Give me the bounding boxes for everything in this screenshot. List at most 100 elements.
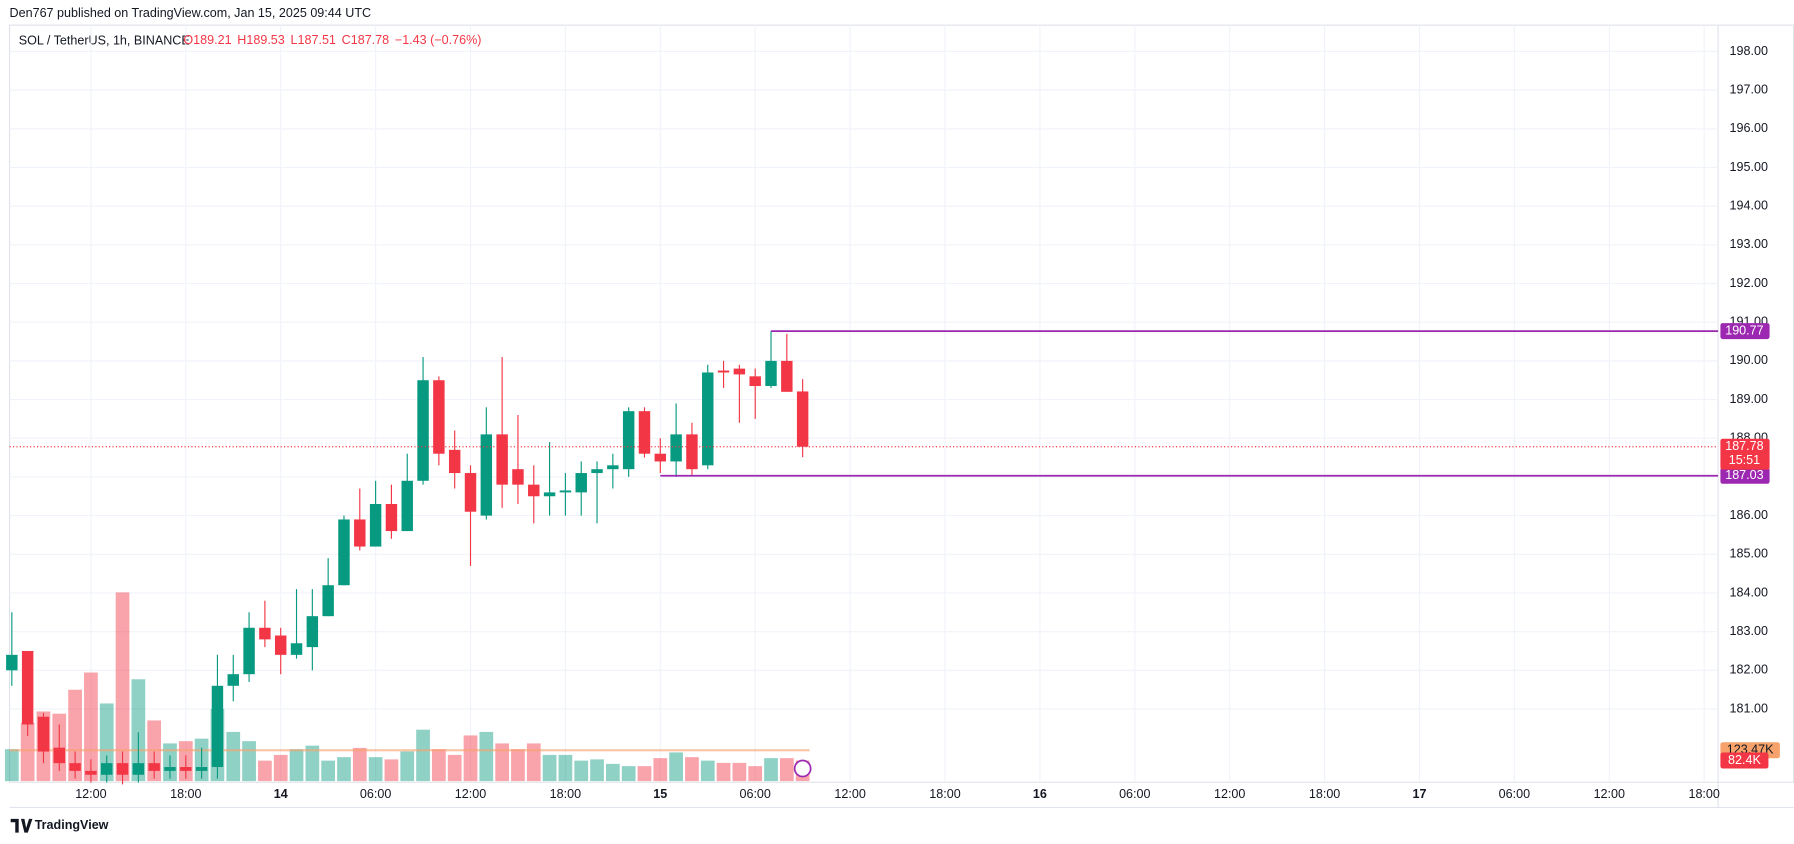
y-tick-label: 184.00 <box>1730 585 1768 599</box>
countdown: 15:51 <box>1729 453 1760 467</box>
y-tick-label: 193.00 <box>1730 237 1768 251</box>
ohlc-value: H189.53 <box>237 33 285 47</box>
x-tick-label: 12:00 <box>834 787 865 801</box>
volume-bar <box>289 749 304 782</box>
candle-body <box>69 763 81 771</box>
symbol-title: SOL / TetherUS, 1h, BINANCE <box>19 33 190 47</box>
candle-body <box>211 685 224 768</box>
volume-bar <box>305 745 320 782</box>
last-price-box <box>1720 438 1770 470</box>
volume-bar <box>558 754 573 782</box>
candle-body <box>480 434 493 516</box>
volume-bar <box>511 749 525 782</box>
candle-body <box>338 519 350 586</box>
candle-body <box>702 372 714 466</box>
volume-bar <box>84 672 98 782</box>
level-label-box <box>1720 323 1770 340</box>
candle-body <box>559 490 572 493</box>
candle-body <box>417 380 429 481</box>
candle-body <box>496 434 508 485</box>
volume-bar <box>273 754 288 782</box>
candle-body <box>274 635 287 655</box>
footer-text: TradingView <box>35 818 109 832</box>
ohlc-value: L187.51 <box>291 33 336 47</box>
candle-body <box>132 763 145 775</box>
candle-body <box>765 360 777 387</box>
y-tick-label: 189.00 <box>1730 392 1768 406</box>
candle-body <box>622 411 635 470</box>
candle-body <box>369 503 382 547</box>
candle-body <box>385 503 398 532</box>
volume-bar <box>416 729 430 782</box>
volume-bar <box>669 752 683 782</box>
x-tick-label: 12:00 <box>1214 787 1245 801</box>
volume-bar <box>495 743 510 782</box>
candle-body <box>607 465 619 470</box>
candle-body <box>733 368 746 375</box>
candle-body <box>781 360 793 392</box>
x-tick-label: 12:00 <box>75 787 106 801</box>
volume-bar <box>20 722 35 782</box>
candle-body <box>53 747 65 764</box>
candle-body <box>448 449 461 474</box>
volume-bar <box>590 759 604 782</box>
volume-bar <box>574 760 589 782</box>
candle-body <box>85 770 97 775</box>
x-tick-label: 16 <box>1033 787 1047 801</box>
volume-bar <box>526 743 541 782</box>
x-tick-label: 18:00 <box>550 787 581 801</box>
candle-body <box>164 767 176 771</box>
level-label: 187.03 <box>1725 468 1763 482</box>
volume-bar <box>463 735 478 782</box>
volume-bar <box>226 731 241 782</box>
volume-bar <box>542 754 557 782</box>
volume-bar <box>368 757 383 782</box>
candle-body <box>749 376 761 387</box>
y-tick-label: 194.00 <box>1730 198 1768 212</box>
ohlc-value: O189.21 <box>183 33 231 47</box>
y-tick-label: 197.00 <box>1730 82 1768 96</box>
volume-bar <box>131 679 146 782</box>
candle-body <box>401 480 413 532</box>
volume-bar <box>384 759 399 782</box>
volume-bar <box>621 766 636 782</box>
x-tick-label: 12:00 <box>1594 787 1625 801</box>
level-label: 190.77 <box>1725 323 1763 337</box>
x-tick-label: 06:00 <box>1119 787 1150 801</box>
volume-bar <box>400 751 415 782</box>
volume-bar <box>352 747 367 782</box>
candle-body <box>354 519 366 547</box>
volume-bar <box>258 760 272 782</box>
ohlc-value: C187.78 <box>342 33 390 47</box>
y-tick-label: 181.00 <box>1730 701 1768 715</box>
candle-body <box>575 473 587 493</box>
y-tick-label: 182.00 <box>1730 663 1768 677</box>
x-tick-label: 06:00 <box>1499 787 1530 801</box>
candle-body <box>670 434 682 462</box>
candle-body <box>37 716 50 752</box>
x-tick-label: 18:00 <box>1688 787 1719 801</box>
candle-body <box>306 616 319 648</box>
volume-bar <box>764 758 778 782</box>
x-tick-label: 15 <box>653 787 667 801</box>
candle-body <box>290 643 303 655</box>
candle-body <box>433 380 445 454</box>
candle-body <box>796 391 809 447</box>
candle-body <box>180 767 192 771</box>
volume-bar <box>68 689 82 782</box>
volume-bar <box>447 754 462 782</box>
candle-body <box>512 469 524 485</box>
candle-body <box>528 484 540 497</box>
y-tick-label: 190.00 <box>1730 353 1768 367</box>
x-tick-label: 18:00 <box>1309 787 1340 801</box>
candle-body <box>101 763 113 775</box>
publisher: Den767 published on TradingView.com, Jan… <box>10 6 372 20</box>
replay-icon-circle <box>793 759 812 778</box>
y-tick-label: 196.00 <box>1730 121 1768 135</box>
x-tick-label: 12:00 <box>455 787 486 801</box>
y-tick-label: 186.00 <box>1730 508 1768 522</box>
x-tick-label: 06:00 <box>739 787 770 801</box>
volume-bar <box>432 749 446 782</box>
